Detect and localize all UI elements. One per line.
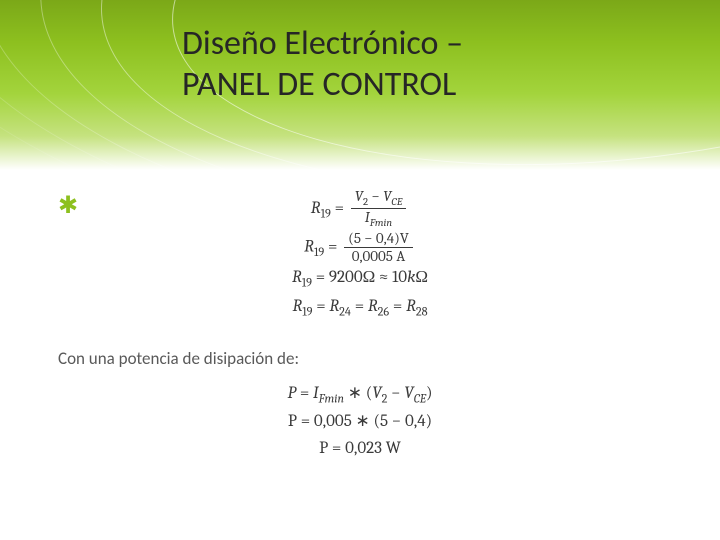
equation-r19-result: R19 = 9200Ω ≈ 10kΩ <box>58 265 662 293</box>
equation-r19-formula: R19 = V2 − VCE IFmin <box>58 188 662 230</box>
slide-title: Diseño Electrónico – PANEL DE CONTROL <box>182 24 463 106</box>
equation-block-1: R19 = V2 − VCE IFmin R19 = (5 − 0,4)V 0,… <box>58 188 662 322</box>
equation-p-result: P = 0,023 W <box>58 436 662 462</box>
equation-p-values: P = 0,005 ∗ (5 − 0,4) <box>58 409 662 435</box>
equation-r19-values: R19 = (5 − 0,4)V 0,0005 A <box>58 230 662 266</box>
slide-header: Diseño Electrónico – PANEL DE CONTROL <box>0 0 720 170</box>
dissipation-caption: Con una potencia de disipación de: <box>58 348 662 369</box>
equation-p-formula: P = IFmin ∗ (V2 − VCE) <box>58 381 662 409</box>
title-line-1: Diseño Electrónico – <box>182 23 463 64</box>
slide-content: ✱ R19 = V2 − VCE IFmin R19 = (5 − 0,4)V … <box>58 188 662 462</box>
equation-block-2: P = IFmin ∗ (V2 − VCE) P = 0,005 ∗ (5 − … <box>58 381 662 462</box>
equation-r19-equalities: R19 = R24 = R26 = R28 <box>58 294 662 322</box>
bullet-marker: ✱ <box>58 194 78 218</box>
title-line-2: PANEL DE CONTROL <box>182 64 456 105</box>
